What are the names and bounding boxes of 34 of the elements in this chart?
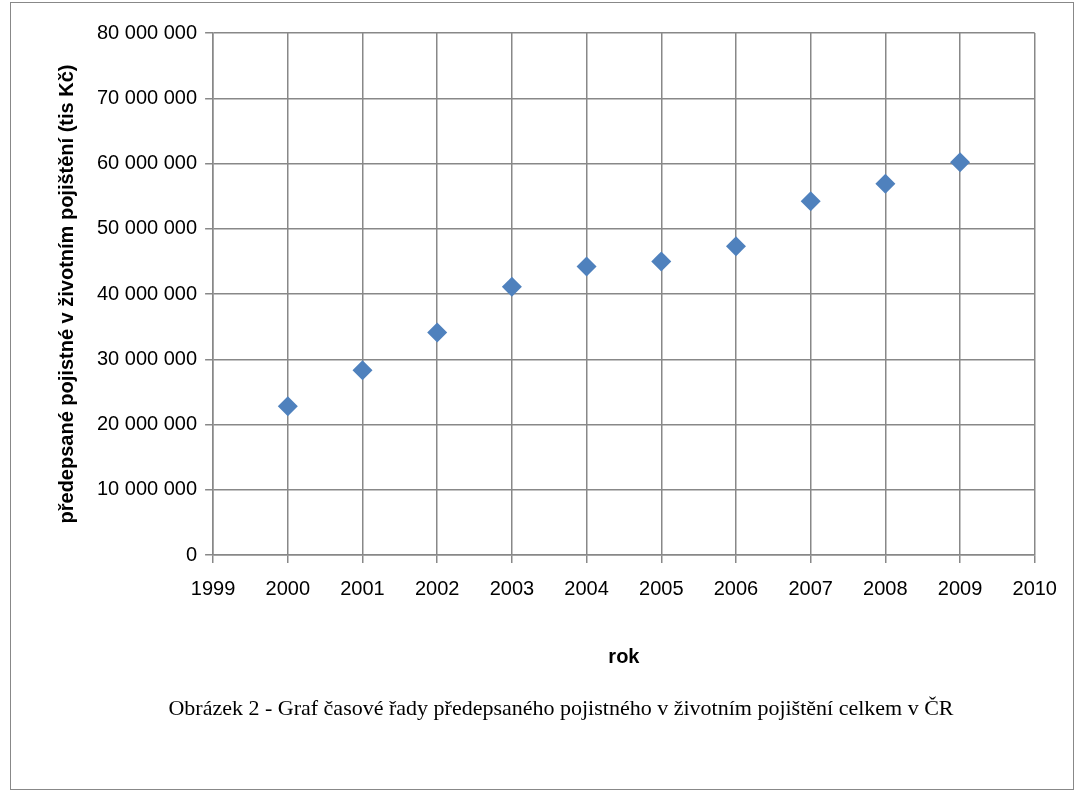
- y-tick-label: 40 000 000: [96, 281, 198, 304]
- x-axis-title: rok: [608, 644, 641, 667]
- y-tick-label: 20 000 000: [96, 412, 198, 435]
- y-tick-label: 60 000 000: [96, 151, 198, 174]
- y-tick-label: 0: [185, 542, 198, 565]
- x-tick-label: 1999: [190, 576, 236, 599]
- x-tick-label: 2005: [639, 576, 684, 599]
- x-tick-label: 2002: [414, 576, 460, 599]
- point: [277, 396, 298, 417]
- text: Obrázek 2 - Graf časové řady předepsaného pojistného v životním pojištění celkem v ČR: [167, 694, 955, 722]
- point: [950, 152, 971, 173]
- y-axis-title: předepsané pojistné v životním pojištění (tis Kč): [54, 64, 77, 524]
- point: [352, 360, 373, 381]
- y-tick-label: 80 000 000: [96, 20, 198, 43]
- x-tick-label: 2000: [265, 576, 311, 599]
- point: [427, 322, 448, 343]
- x-tick-label: 2001: [340, 576, 385, 599]
- point: [800, 191, 821, 212]
- y-tick-label: 30 000 000: [96, 346, 198, 369]
- point: [651, 251, 672, 272]
- x-tick-label: 2008: [863, 576, 908, 599]
- y-tick-label: 70 000 000: [96, 85, 198, 108]
- x-tick-label: 2004: [564, 576, 609, 599]
- x-tick-label: 2003: [489, 576, 535, 599]
- point: [725, 236, 746, 257]
- x-tick-label: 2009: [937, 576, 983, 599]
- point: [875, 173, 896, 194]
- point: [501, 276, 522, 297]
- y-tick-label: 50 000 000: [96, 216, 198, 239]
- x-tick-label: 2006: [713, 576, 759, 599]
- y-tick-label: 10 000 000: [96, 477, 198, 500]
- point: [576, 256, 597, 277]
- x-tick-label: 2010: [1012, 576, 1057, 599]
- x-tick-label: 2007: [788, 576, 833, 599]
